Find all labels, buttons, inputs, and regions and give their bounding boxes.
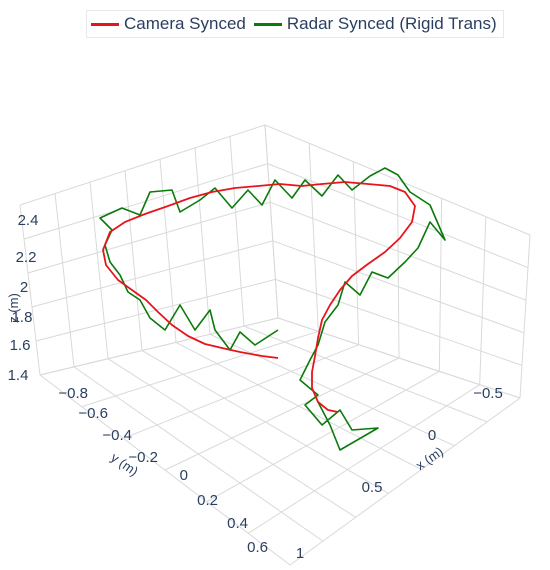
grid-line: [54, 193, 75, 367]
y-tick-label: 0.6: [247, 539, 268, 556]
z-axis-title: z (m): [6, 293, 21, 323]
legend[interactable]: Camera Synced Radar Synced (Rigid Trans): [86, 10, 504, 38]
grid-line: [479, 216, 487, 385]
grid-line: [27, 201, 271, 274]
grid-line: [352, 161, 360, 345]
grid-line: [248, 384, 480, 534]
grid-line: [267, 163, 529, 269]
y-tick-label: 0: [180, 467, 188, 484]
z-tick-label: 2.2: [16, 249, 37, 266]
grid-line: [159, 159, 177, 343]
z-tick-label: 1.8: [12, 309, 33, 326]
axis-ticks: 1.4 1.6 1.8 2 2.2 2.4 z (m) −0.8 −0.6 −0.4 −0.2 0 0.…: [6, 212, 503, 562]
legend-item-camera[interactable]: Camera Synced: [91, 14, 246, 34]
x-axis-title: x (m): [413, 444, 446, 473]
y-tick-label: −0.6: [78, 405, 108, 422]
grid-line: [308, 143, 319, 332]
legend-label-radar: Radar Synced (Rigid Trans): [286, 14, 497, 33]
grid-line: [19, 204, 41, 376]
radar-trace: [99, 167, 446, 451]
z-tick-label: 1.6: [10, 337, 31, 354]
grid-line: [89, 182, 109, 359]
grid-line: [519, 234, 531, 399]
grid-line: [164, 357, 400, 471]
grid-line: [194, 147, 211, 335]
legend-label-camera: Camera Synced: [124, 14, 246, 33]
y-tick-label: 0.2: [197, 492, 218, 509]
grid-line: [81, 330, 319, 408]
grid-line: [264, 124, 279, 319]
y-tick-label: 0.4: [227, 515, 248, 532]
legend-item-radar[interactable]: Radar Synced (Rigid Trans): [253, 14, 497, 34]
grid-line: [124, 170, 143, 351]
camera-trace: [102, 181, 416, 413]
grid-line: [31, 240, 273, 308]
grid-line: [289, 397, 521, 566]
grid-line: [229, 136, 245, 327]
x-tick-label: 0: [428, 427, 436, 444]
grid-line: [123, 344, 359, 439]
y-tick-label: −0.4: [102, 427, 132, 444]
grid-line: [270, 201, 527, 301]
y-tick-label: −0.2: [128, 449, 158, 466]
x-tick-label: −0.5: [473, 385, 503, 402]
z-tick-label: 1.4: [8, 367, 29, 384]
legend-swatch-camera: [91, 22, 119, 26]
z-tick-label: 2: [20, 279, 28, 296]
grid-line: [272, 240, 525, 334]
x-tick-label: 1: [296, 545, 304, 562]
grid-line: [19, 124, 266, 206]
legend-swatch-radar: [253, 22, 282, 26]
grid-line: [39, 317, 279, 376]
y-tick-label: −0.8: [58, 385, 88, 402]
grid-line: [438, 198, 443, 372]
trajectory-traces: [99, 167, 446, 451]
grid-line: [206, 370, 440, 503]
x-tick-label: 0.5: [362, 479, 383, 496]
grid-planes: [19, 124, 531, 566]
grid-line: [275, 278, 523, 366]
grid-line: [264, 124, 531, 236]
z-tick-label: 2.4: [18, 212, 39, 229]
